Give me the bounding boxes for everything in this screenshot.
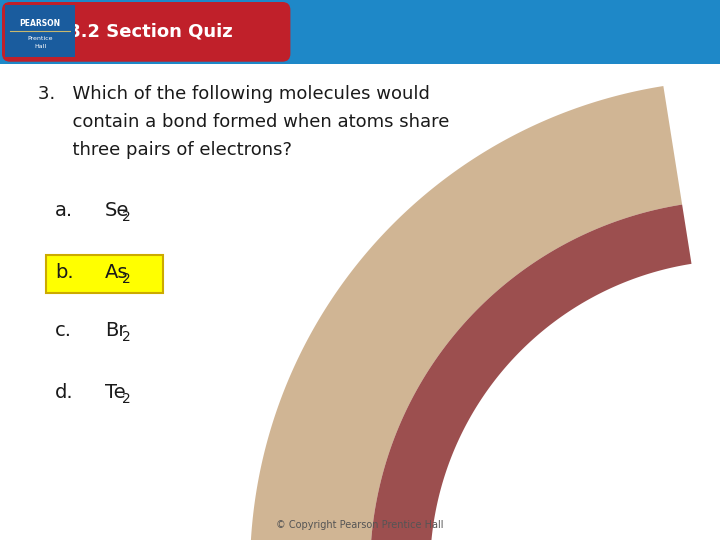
Text: contain a bond formed when atoms share: contain a bond formed when atoms share	[38, 113, 449, 131]
Bar	[0, 0, 720, 64]
Text: © Copyright Pearson Prentice Hall: © Copyright Pearson Prentice Hall	[276, 520, 444, 530]
Polygon shape	[430, 260, 720, 540]
Text: 2: 2	[122, 210, 131, 224]
Text: 2: 2	[122, 330, 131, 344]
Text: Br: Br	[105, 321, 127, 340]
Text: 3.   Which of the following molecules would: 3. Which of the following molecules woul…	[38, 85, 430, 103]
Text: Te: Te	[105, 382, 125, 402]
FancyBboxPatch shape	[46, 255, 163, 293]
Polygon shape	[250, 86, 682, 540]
FancyBboxPatch shape	[2, 2, 290, 62]
Text: 2: 2	[122, 392, 131, 406]
Text: PEARSON: PEARSON	[19, 19, 60, 29]
Text: d.: d.	[55, 382, 73, 402]
Text: 2: 2	[122, 272, 131, 286]
Text: As: As	[105, 262, 128, 281]
Text: a.: a.	[55, 200, 73, 219]
Text: Prentice: Prentice	[27, 36, 53, 40]
Text: Slide
53 of 50: Slide 53 of 50	[654, 499, 700, 522]
Text: Hall: Hall	[34, 44, 46, 50]
Polygon shape	[370, 205, 698, 540]
Text: b.: b.	[55, 262, 73, 281]
Text: 8.2 Section Quiz: 8.2 Section Quiz	[68, 23, 233, 41]
FancyBboxPatch shape	[5, 5, 75, 57]
Text: c.: c.	[55, 321, 72, 340]
Text: three pairs of electrons?: three pairs of electrons?	[38, 141, 292, 159]
Text: Se: Se	[105, 200, 130, 219]
